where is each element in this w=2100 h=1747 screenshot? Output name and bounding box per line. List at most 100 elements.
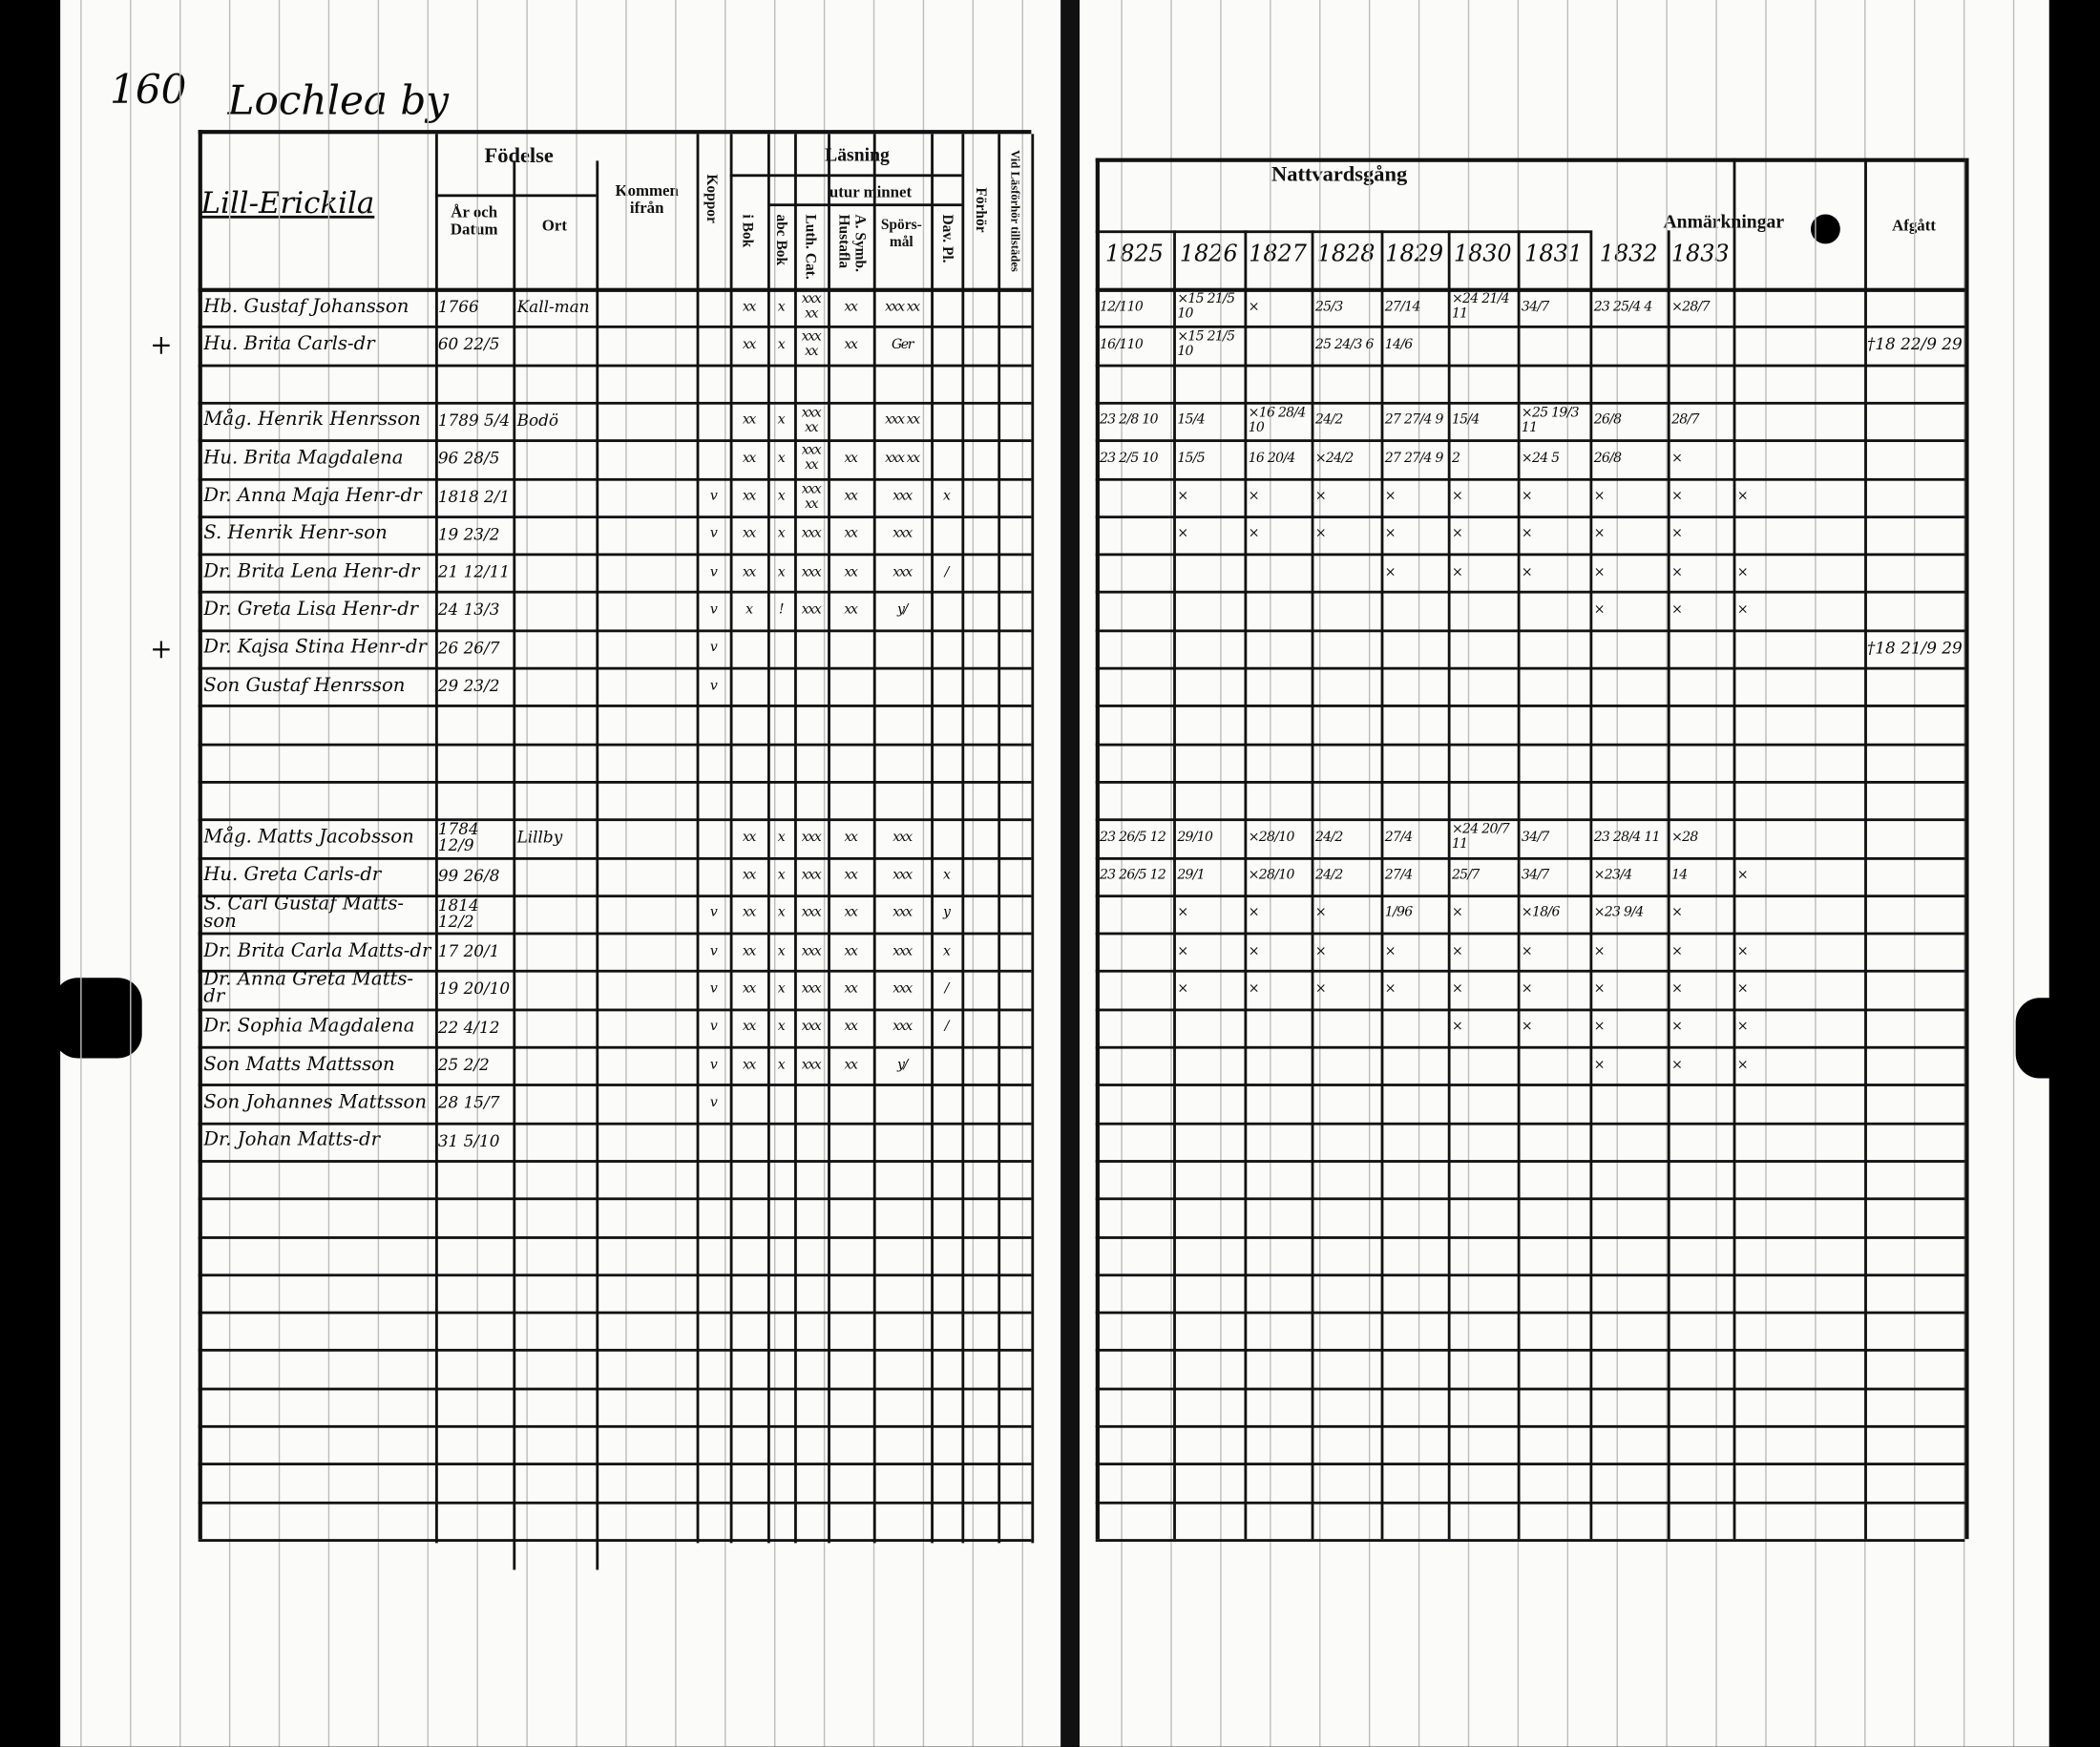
person-name: Dr. Greta Lisa Henr-dr	[203, 599, 419, 621]
communion-entry: ×	[1671, 943, 1683, 959]
communion-entry	[1591, 364, 1667, 401]
communion-entry	[1519, 1046, 1588, 1084]
communion-entry	[1246, 743, 1310, 780]
reading-mark: xx	[742, 943, 756, 959]
communion-entry	[1734, 705, 1863, 742]
village-name: Lochlea by	[227, 77, 450, 125]
row-rule	[198, 1235, 1032, 1239]
farm-name: Lill-Erickila	[200, 187, 375, 221]
communion-entry: ×	[1593, 1057, 1606, 1073]
birth-place	[517, 781, 595, 818]
communion-entry: 14/6	[1384, 337, 1413, 352]
communion-entry: ×23/4	[1593, 868, 1632, 883]
communion-entry	[1734, 326, 1863, 363]
birth-date: 1789 5/4	[437, 410, 511, 431]
birth-place	[517, 439, 595, 476]
birth-date: 31 5/10	[437, 1131, 500, 1150]
reading-mark: x	[777, 526, 786, 542]
reading-mark	[698, 781, 728, 818]
register-row: Dr. Anna Greta Matts-dr 19 20/10 v xx x xxx xx…	[134, 970, 1044, 1007]
communion-entry: ×	[1593, 981, 1606, 997]
communion-row	[1096, 743, 1980, 780]
communion-entry	[1097, 1046, 1172, 1084]
reading-mark	[768, 1084, 792, 1122]
departure-entry	[1867, 856, 1964, 894]
communion-entry: ×	[1384, 981, 1396, 997]
communion-entry: ×	[1384, 564, 1396, 579]
communion-entry	[1097, 477, 1172, 515]
birth-date: 19 20/10	[437, 979, 511, 999]
reading-mark: xxx	[892, 489, 913, 504]
communion-entry: ×	[1736, 564, 1749, 579]
communion-entry: ×23 9/4	[1593, 905, 1644, 921]
communion-row: × × × × × × × × ×	[1096, 933, 1980, 970]
birth-date: 1784 12/9	[437, 819, 479, 855]
row-rule	[198, 326, 1032, 329]
communion-entry	[1246, 1046, 1310, 1084]
communion-entry: ×	[1736, 981, 1749, 997]
row-rule	[198, 591, 1032, 595]
reading-mark: x	[777, 1020, 786, 1035]
page-number: 160	[110, 67, 187, 115]
reading-mark: xxx xx	[801, 329, 822, 360]
communion-entry: 27 27/4 9	[1384, 412, 1444, 429]
communion-entry	[1246, 1008, 1310, 1045]
row-rule	[198, 1539, 1032, 1542]
register-row: Son Gustaf Henrsson 29 23/2 v	[134, 667, 1044, 705]
scan-streak	[377, 0, 380, 1747]
scan-streak	[278, 0, 281, 1747]
communion-entry	[1449, 326, 1516, 363]
communion-entry	[1312, 364, 1379, 401]
reading-mark	[830, 781, 872, 818]
communion-entry: ×	[1736, 489, 1749, 504]
register-row: Dr. Anna Maja Henr-dr 1818 2/1 v xx x xxx xx x…	[134, 477, 1044, 515]
birth-date: 26 26/7	[437, 638, 500, 658]
reading-mark	[698, 439, 728, 476]
margin-mark	[150, 364, 177, 401]
column-rule	[696, 134, 700, 1544]
communion-entry: ×	[1451, 905, 1463, 921]
reading-mark	[795, 743, 826, 780]
departure-entry	[1867, 516, 1964, 553]
communion-entry	[1312, 667, 1379, 705]
book-gutter	[1060, 0, 1080, 1747]
communion-entry: ×	[1521, 526, 1533, 542]
reading-mark: xx	[844, 868, 857, 883]
birth-date: 21 12/11	[437, 562, 511, 582]
communion-entry	[1382, 629, 1446, 666]
reading-mark	[933, 705, 960, 742]
person-name	[203, 364, 432, 401]
column-rule	[435, 134, 438, 1544]
communion-entry	[1591, 326, 1667, 363]
scan-streak	[1914, 0, 1916, 1747]
communion-entry	[1734, 819, 1863, 856]
communion-row	[1096, 667, 1980, 705]
row-rule	[1095, 477, 1965, 481]
communion-entry	[1175, 705, 1244, 742]
margin-mark	[150, 439, 177, 476]
reading-mark: xx	[742, 905, 756, 921]
row-rule	[1095, 629, 1965, 632]
communion-entry	[1246, 705, 1310, 742]
scan-streak	[1566, 0, 1569, 1747]
departure-entry	[1867, 439, 1964, 476]
header-luth-cat: Luth. Cat.	[802, 214, 819, 280]
column-rule	[1964, 158, 1969, 1540]
departure-entry	[1867, 743, 1964, 780]
communion-entry: ×	[1384, 526, 1396, 542]
reading-mark: x	[777, 564, 786, 579]
departure-entry	[1867, 1008, 1964, 1045]
reading-mark	[933, 591, 960, 628]
register-row	[134, 364, 1044, 401]
scan-streak	[922, 0, 925, 1747]
person-name	[203, 705, 432, 742]
row-rule	[1095, 743, 1965, 746]
departure-entry	[1867, 819, 1964, 856]
communion-entry	[1312, 591, 1379, 628]
register-row: Hb. Gustaf Johansson 1766 Kall-man xx x xxx x…	[134, 288, 1044, 326]
reading-mark	[698, 743, 728, 780]
header-top-rule	[198, 130, 1032, 135]
birth-place	[517, 970, 595, 1007]
departure-entry	[1867, 781, 1964, 818]
reading-mark: /	[944, 981, 950, 997]
